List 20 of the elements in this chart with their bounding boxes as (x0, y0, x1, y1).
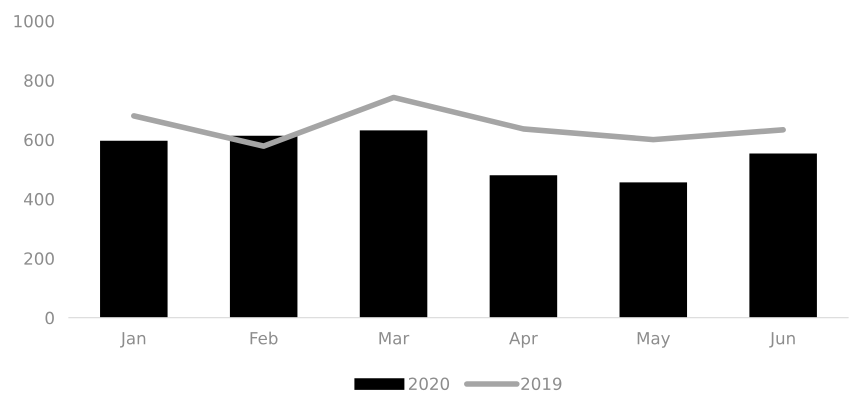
x-tick-label: Apr (509, 332, 538, 348)
x-tick-label: Jun (769, 332, 795, 348)
y-tick-label: 200 (24, 252, 54, 265)
bar (230, 136, 298, 318)
y-tick-label: 800 (24, 74, 54, 87)
legend-label: 2019 (521, 377, 562, 390)
bar (490, 175, 558, 318)
y-tick-label: 600 (24, 134, 54, 146)
x-tick-label: May (638, 332, 670, 348)
bar (749, 154, 817, 318)
y-tick-label: 400 (24, 192, 54, 206)
bar (100, 140, 168, 318)
y-tick-label: 0 (45, 312, 54, 324)
x-tick-label: Feb (250, 332, 278, 344)
legend-label: 2020 (408, 377, 450, 390)
bar (620, 182, 688, 318)
y-tick-label: 1000 (14, 14, 54, 28)
x-tick-label: Mar (379, 332, 410, 344)
x-tick-label: Jan (120, 332, 146, 348)
bar (360, 130, 428, 318)
